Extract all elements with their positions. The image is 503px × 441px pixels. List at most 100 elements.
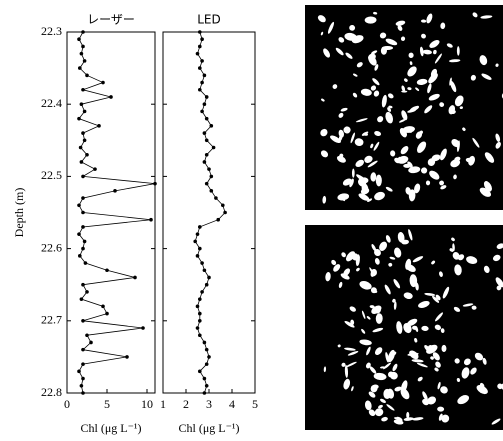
blob: [344, 365, 349, 378]
blob: [340, 107, 348, 112]
blob: [428, 73, 438, 84]
blob: [474, 352, 484, 361]
data-point: [209, 124, 214, 128]
blob: [385, 111, 393, 124]
x-axis-label: Chl (μg L⁻¹): [80, 421, 141, 435]
blob: [351, 168, 355, 178]
blob: [344, 347, 356, 351]
blob: [424, 105, 433, 114]
blob: [495, 133, 501, 142]
blob: [429, 170, 440, 180]
blob: [459, 106, 463, 110]
blob: [412, 256, 424, 263]
data-point: [78, 145, 83, 150]
blob: [403, 292, 413, 300]
blob: [392, 363, 398, 372]
blob: [408, 189, 416, 202]
blob: [370, 172, 377, 182]
blob: [381, 94, 387, 108]
data-point: [81, 210, 85, 215]
blob: [450, 80, 457, 93]
binary-image: [305, 5, 503, 210]
blob: [337, 344, 341, 348]
images: [305, 5, 503, 430]
blob: [472, 137, 480, 148]
data-point: [82, 138, 87, 143]
blob: [476, 385, 488, 395]
blob: [441, 344, 447, 353]
blob: [439, 102, 445, 107]
blob: [419, 46, 424, 57]
data-point: [202, 131, 207, 135]
blob: [401, 90, 408, 93]
data-point: [204, 116, 209, 121]
data-point: [93, 167, 97, 171]
blob: [351, 386, 354, 392]
data-point: [85, 290, 89, 294]
blob: [369, 366, 377, 374]
blob: [327, 21, 335, 34]
blob: [434, 367, 439, 372]
blob: [406, 318, 418, 327]
blob: [446, 43, 453, 48]
blob: [440, 148, 447, 161]
blob: [452, 252, 460, 260]
blob: [472, 12, 478, 18]
blob: [426, 13, 433, 24]
blob: [317, 15, 326, 23]
blob: [496, 243, 503, 250]
y-axis-label: Depth (m): [12, 188, 26, 238]
blob: [501, 383, 503, 391]
blob: [381, 416, 388, 422]
blob: [408, 52, 414, 59]
blob: [434, 324, 441, 331]
blob: [347, 351, 359, 356]
blob: [341, 252, 346, 258]
data-point: [204, 362, 209, 366]
blob: [434, 312, 444, 322]
profile-line: [194, 31, 226, 394]
blob: [435, 294, 441, 301]
data-point: [198, 311, 202, 316]
blob: [454, 264, 462, 276]
blob: [378, 404, 383, 409]
blob: [427, 396, 437, 405]
plot-frame: [162, 31, 256, 394]
data-point: [198, 66, 202, 70]
blob: [394, 417, 400, 420]
data-point: [200, 59, 204, 63]
x-tick-label: 1: [160, 397, 166, 411]
data-point: [81, 44, 85, 49]
blob: [497, 383, 503, 390]
data-point: [113, 189, 117, 193]
y-tick-label: 22.7: [41, 313, 62, 327]
blob: [364, 16, 377, 24]
data-point: [97, 124, 101, 128]
blob: [441, 414, 450, 423]
blob: [320, 150, 329, 158]
blob: [372, 78, 380, 86]
data-point: [195, 254, 200, 258]
data-point: [89, 340, 93, 345]
data-point: [101, 304, 105, 309]
panel-title: LED: [197, 13, 221, 27]
data-point: [79, 102, 84, 106]
y-tick-label: 22.5: [41, 168, 62, 182]
blob: [375, 174, 382, 187]
y-tick-label: 22.6: [41, 240, 62, 254]
blob: [370, 385, 378, 393]
blob: [389, 256, 396, 260]
blob: [479, 382, 485, 389]
blob: [448, 59, 461, 63]
blob: [336, 155, 346, 163]
blob: [366, 346, 371, 356]
data-point: [105, 311, 109, 316]
data-point: [79, 383, 84, 388]
blob: [430, 356, 434, 360]
blob: [381, 46, 394, 51]
data-point: [202, 73, 207, 78]
blob: [426, 344, 438, 354]
blob: [415, 87, 420, 92]
blob: [417, 141, 427, 153]
blob: [427, 83, 432, 94]
